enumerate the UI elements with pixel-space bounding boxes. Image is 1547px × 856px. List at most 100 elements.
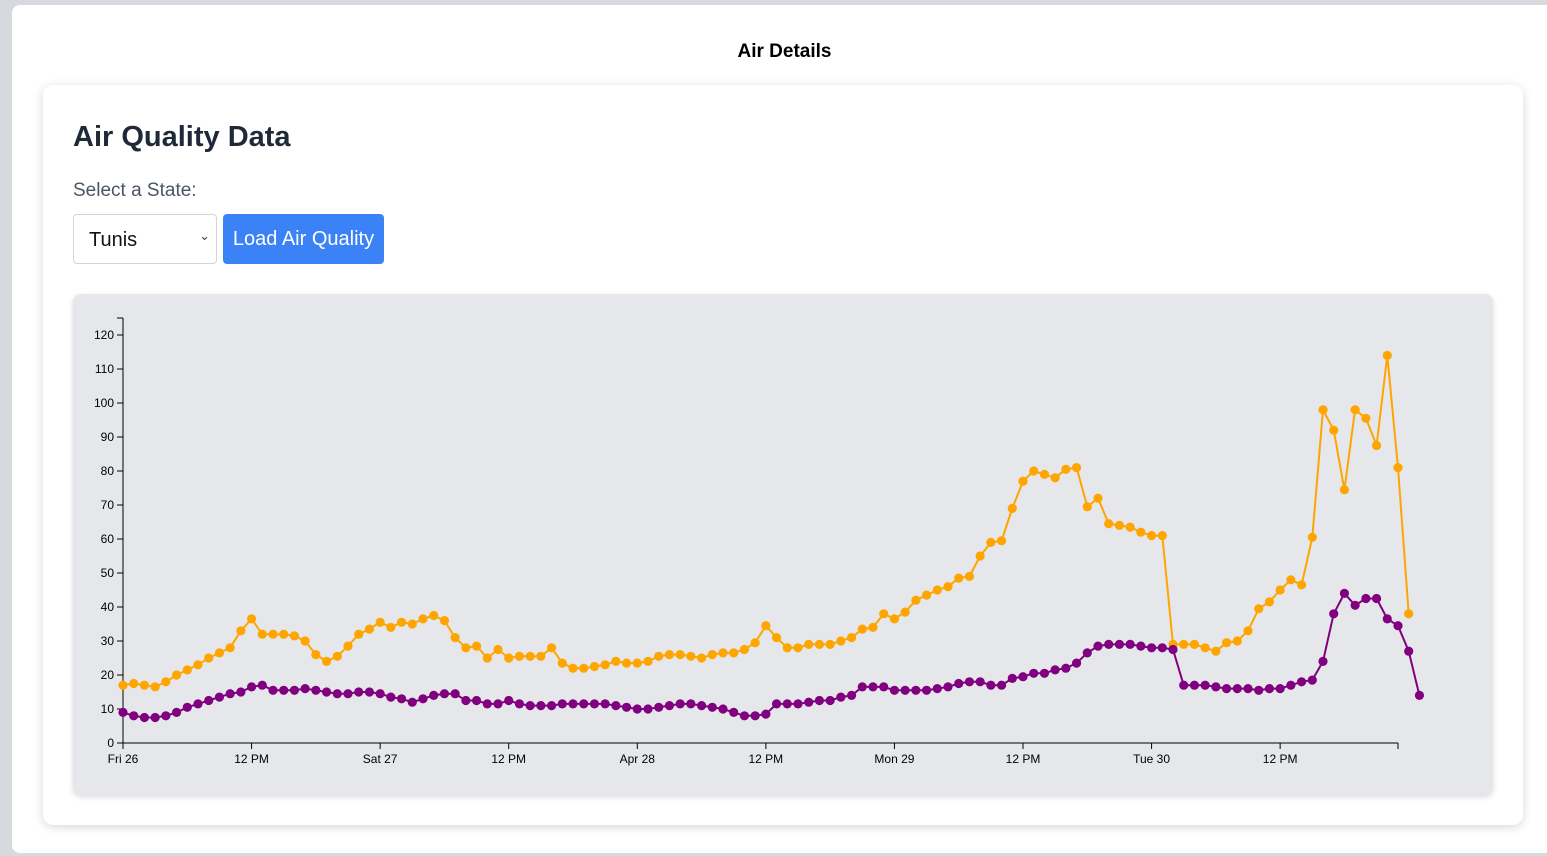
data-point-series-0 bbox=[846, 633, 857, 643]
data-point-series-1 bbox=[846, 690, 857, 700]
data-point-series-0 bbox=[707, 650, 717, 660]
data-point-series-1 bbox=[1029, 668, 1039, 678]
data-point-series-0 bbox=[1200, 643, 1210, 653]
data-point-series-1 bbox=[782, 699, 792, 709]
data-point-series-0 bbox=[932, 585, 942, 595]
data-point-series-0 bbox=[1082, 502, 1092, 512]
data-point-series-1 bbox=[836, 692, 846, 702]
data-point-series-0 bbox=[289, 631, 300, 641]
data-point-series-0 bbox=[1329, 425, 1339, 435]
data-point-series-0 bbox=[761, 621, 771, 631]
data-point-series-0 bbox=[921, 590, 932, 600]
data-point-series-0 bbox=[139, 680, 150, 690]
data-point-series-0 bbox=[204, 653, 214, 663]
data-point-series-1 bbox=[761, 709, 771, 719]
state-select[interactable]: Tunis ⌄ bbox=[73, 214, 217, 264]
data-point-series-1 bbox=[514, 699, 525, 709]
data-point-series-0 bbox=[1350, 405, 1360, 415]
air-quality-card: Air Quality Data Select a State: Tunis ⌄… bbox=[43, 85, 1523, 825]
data-point-series-1 bbox=[375, 689, 385, 699]
data-point-series-0 bbox=[1254, 604, 1264, 614]
data-point-series-0 bbox=[975, 551, 985, 561]
data-point-series-0 bbox=[664, 650, 675, 660]
data-point-series-1 bbox=[1296, 677, 1307, 687]
load-air-quality-button[interactable]: Load Air Quality bbox=[223, 214, 384, 264]
data-point-series-0 bbox=[621, 658, 632, 668]
data-point-series-1 bbox=[257, 680, 267, 690]
data-point-series-1 bbox=[300, 684, 310, 694]
data-point-series-1 bbox=[611, 701, 621, 711]
data-point-series-1 bbox=[718, 704, 728, 714]
data-point-series-0 bbox=[1296, 580, 1307, 590]
data-point-series-1 bbox=[450, 689, 460, 699]
data-point-series-0 bbox=[1393, 463, 1403, 473]
data-point-series-0 bbox=[493, 644, 503, 655]
data-point-series-1 bbox=[1371, 593, 1382, 604]
data-point-series-0 bbox=[1189, 639, 1200, 649]
data-point-series-1 bbox=[943, 682, 953, 692]
page-title: Air Details bbox=[737, 41, 832, 62]
data-point-series-1 bbox=[407, 697, 417, 707]
data-point-series-0 bbox=[1371, 440, 1382, 451]
data-point-series-1 bbox=[964, 677, 975, 687]
data-point-series-0 bbox=[525, 651, 535, 661]
data-point-series-0 bbox=[1039, 469, 1050, 479]
data-point-series-0 bbox=[129, 678, 139, 689]
data-point-series-1 bbox=[557, 699, 567, 709]
x-tick-label: 12 PM bbox=[491, 752, 526, 766]
data-point-series-1 bbox=[793, 699, 803, 709]
data-point-series-1 bbox=[246, 682, 257, 692]
data-point-series-1 bbox=[204, 695, 214, 706]
data-point-series-1 bbox=[1318, 656, 1328, 666]
data-point-series-1 bbox=[664, 701, 675, 711]
data-point-series-0 bbox=[1146, 531, 1157, 541]
data-point-series-0 bbox=[579, 663, 589, 673]
data-point-series-1 bbox=[1361, 593, 1371, 604]
data-point-series-1 bbox=[364, 687, 375, 697]
data-point-series-0 bbox=[504, 653, 514, 663]
data-point-series-0 bbox=[1264, 597, 1275, 607]
y-tick-label: 20 bbox=[101, 668, 115, 682]
data-point-series-0 bbox=[782, 643, 792, 653]
data-point-series-1 bbox=[568, 699, 578, 709]
y-tick-label: 100 bbox=[94, 396, 114, 410]
data-point-series-1 bbox=[311, 685, 321, 695]
data-point-series-0 bbox=[343, 641, 353, 651]
data-point-series-1 bbox=[1179, 680, 1189, 690]
data-point-series-1 bbox=[1200, 680, 1210, 690]
data-point-series-1 bbox=[1071, 658, 1082, 668]
chart-panel: 0 10 20 30 40 50 60 70 80 90 100 110 120 Fri 26 12 PM S… bbox=[73, 294, 1493, 795]
data-point-series-0 bbox=[825, 639, 835, 649]
data-point-series-1 bbox=[889, 685, 900, 695]
x-tick-label: Tue 30 bbox=[1133, 752, 1170, 766]
data-point-series-1 bbox=[868, 682, 878, 692]
data-point-series-0 bbox=[611, 656, 621, 666]
data-point-series-1 bbox=[1104, 639, 1114, 649]
data-point-series-1 bbox=[921, 685, 932, 695]
data-point-series-0 bbox=[150, 682, 160, 692]
data-point-series-1 bbox=[279, 685, 289, 695]
data-point-series-1 bbox=[193, 699, 203, 709]
data-point-series-1 bbox=[1146, 643, 1157, 653]
data-point-series-1 bbox=[332, 689, 342, 699]
data-point-series-0 bbox=[1286, 575, 1296, 585]
data-point-series-1 bbox=[814, 695, 825, 706]
data-point-series-1 bbox=[354, 687, 364, 697]
data-point-series-1 bbox=[750, 711, 760, 721]
data-point-series-0 bbox=[696, 653, 707, 663]
data-point-series-0 bbox=[557, 658, 567, 668]
app-window: Air Details Air Quality Data Select a St… bbox=[12, 5, 1547, 853]
data-point-series-1 bbox=[1136, 641, 1146, 651]
data-point-series-1 bbox=[171, 707, 182, 717]
data-point-series-0 bbox=[600, 660, 610, 670]
data-point-series-0 bbox=[1050, 473, 1060, 483]
data-point-series-1 bbox=[1082, 648, 1092, 658]
data-point-series-1 bbox=[182, 702, 192, 712]
data-point-series-0 bbox=[836, 636, 846, 646]
x-tick-label: Sat 27 bbox=[363, 752, 398, 766]
data-point-series-0 bbox=[407, 619, 417, 629]
data-point-series-1 bbox=[321, 687, 332, 697]
data-point-series-1 bbox=[589, 699, 600, 709]
x-tick-label: Mon 29 bbox=[874, 752, 914, 766]
data-point-series-1 bbox=[1382, 614, 1392, 624]
